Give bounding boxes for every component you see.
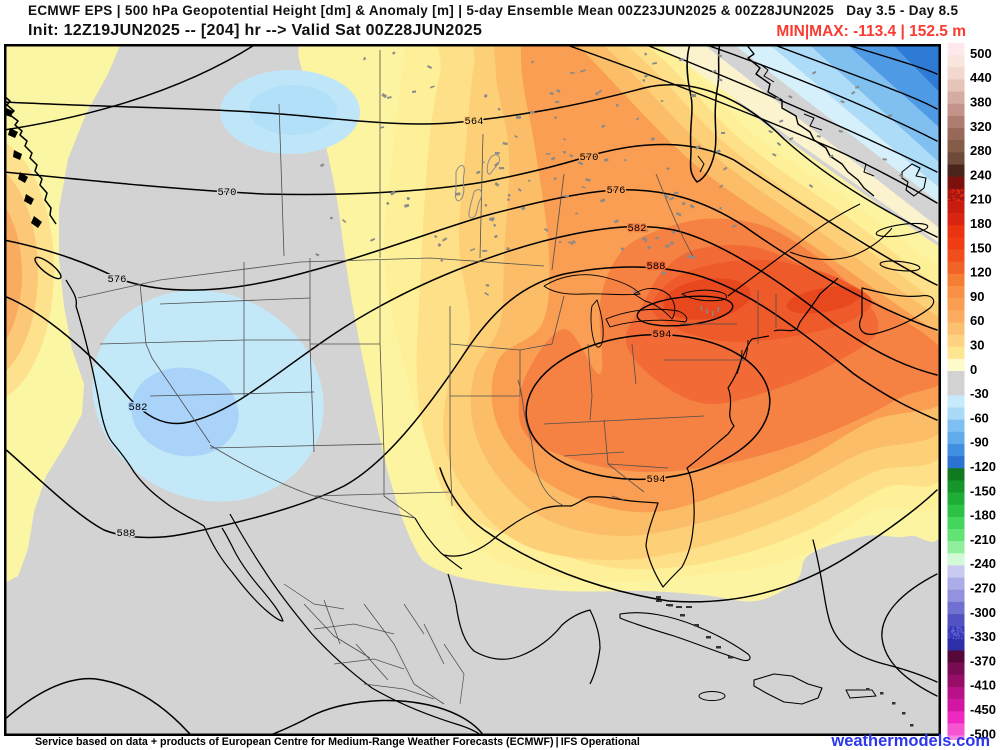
svg-text:582: 582 — [129, 402, 148, 414]
svg-text:320: 320 — [970, 119, 992, 134]
svg-text:380: 380 — [970, 95, 992, 110]
svg-text:-270: -270 — [970, 581, 996, 596]
svg-text:-500: -500 — [970, 726, 996, 740]
svg-text:30: 30 — [970, 338, 984, 353]
svg-text:60: 60 — [970, 313, 984, 328]
svg-text:570: 570 — [580, 152, 599, 164]
svg-text:280: 280 — [970, 143, 992, 158]
svg-text:120: 120 — [970, 265, 992, 280]
svg-text:-150: -150 — [970, 483, 996, 498]
svg-text:0: 0 — [970, 362, 977, 377]
svg-text:-30: -30 — [970, 386, 989, 401]
svg-text:-300: -300 — [970, 605, 996, 620]
svg-text:594: 594 — [653, 329, 672, 341]
svg-text:588: 588 — [117, 528, 136, 540]
svg-text:440: 440 — [970, 70, 992, 85]
svg-text:210: 210 — [970, 192, 992, 207]
svg-text:594: 594 — [647, 474, 666, 486]
svg-text:576: 576 — [607, 185, 626, 197]
svg-text:-180: -180 — [970, 508, 996, 523]
svg-text:-210: -210 — [970, 532, 996, 547]
svg-text:-330: -330 — [970, 629, 996, 644]
svg-text:576: 576 — [108, 274, 127, 286]
svg-text:150: 150 — [970, 240, 992, 255]
svg-text:588: 588 — [647, 261, 666, 273]
svg-text:-90: -90 — [970, 435, 989, 450]
svg-text:564: 564 — [465, 116, 484, 128]
svg-text:570: 570 — [218, 187, 237, 199]
svg-text:-60: -60 — [970, 410, 989, 425]
svg-text:-120: -120 — [970, 459, 996, 474]
svg-text:-240: -240 — [970, 556, 996, 571]
svg-text:90: 90 — [970, 289, 984, 304]
svg-text:-410: -410 — [970, 678, 996, 693]
svg-text:180: 180 — [970, 216, 992, 231]
svg-text:582: 582 — [628, 223, 647, 235]
svg-text:500: 500 — [970, 46, 992, 61]
svg-text:-370: -370 — [970, 653, 996, 668]
svg-text:240: 240 — [970, 167, 992, 182]
svg-text:-450: -450 — [970, 702, 996, 717]
